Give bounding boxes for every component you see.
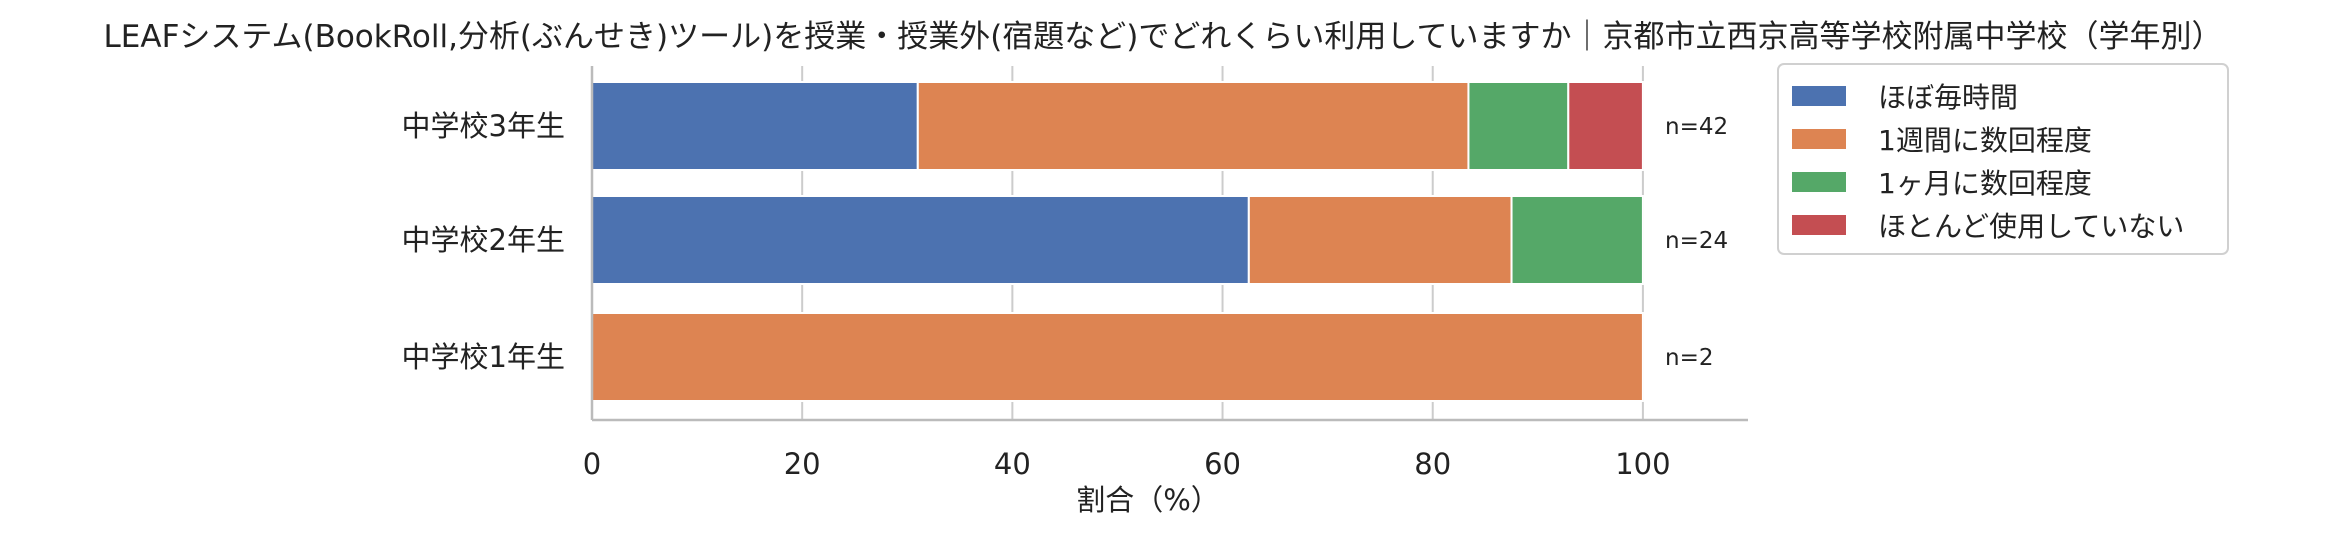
bars-layer — [591, 81, 1644, 402]
bar-0-series-0 — [591, 81, 919, 171]
legend-swatch-0 — [1792, 86, 1846, 106]
x-tick-label-40: 40 — [994, 447, 1031, 481]
legend-box — [1777, 63, 2229, 255]
bar-0-series-2 — [1467, 81, 1570, 171]
legend-swatch-3 — [1792, 215, 1846, 235]
n-label-1: n=24 — [1665, 228, 1728, 254]
legend-swatch-2 — [1792, 172, 1846, 192]
n-label-2: n=2 — [1665, 345, 1713, 371]
axes-layer — [590, 66, 1748, 422]
x-axis-label: 割合（%） — [1076, 483, 1220, 517]
x-tick-label-100: 100 — [1615, 447, 1670, 481]
legend-swatch-1 — [1792, 129, 1846, 149]
legend-label-0: ほぼ毎時間 — [1878, 81, 2018, 114]
bar-0-series-1 — [916, 81, 1470, 171]
bar-1-series-0 — [591, 195, 1250, 285]
bar-1-series-1 — [1247, 195, 1513, 285]
y-category-label-2: 中学校1年生 — [402, 340, 565, 374]
x-tick-label-20: 20 — [784, 447, 821, 481]
bar-1-series-2 — [1510, 195, 1644, 285]
x-tick-label-0: 0 — [583, 447, 601, 481]
bar-2-series-1 — [591, 312, 1644, 402]
x-tick-label-80: 80 — [1414, 447, 1451, 481]
y-category-label-0: 中学校3年生 — [402, 109, 565, 143]
n-label-0: n=42 — [1665, 114, 1728, 140]
chart-title: LEAFシステム(BookRoll,分析(ぶんせき)ツール)を授業・授業外(宿題… — [104, 19, 2223, 55]
legend-label-3: ほとんど使用していない — [1878, 210, 2184, 243]
bar-0-series-3 — [1567, 81, 1644, 171]
legend-label-1: 1週間に数回程度 — [1878, 124, 2092, 157]
y-category-label-1: 中学校2年生 — [402, 223, 565, 257]
legend-label-2: 1ヶ月に数回程度 — [1878, 167, 2092, 200]
x-tick-label-60: 60 — [1204, 447, 1241, 481]
labels-layer: LEAFシステム(BookRoll,分析(ぶんせき)ツール)を授業・授業外(宿題… — [104, 19, 2223, 517]
